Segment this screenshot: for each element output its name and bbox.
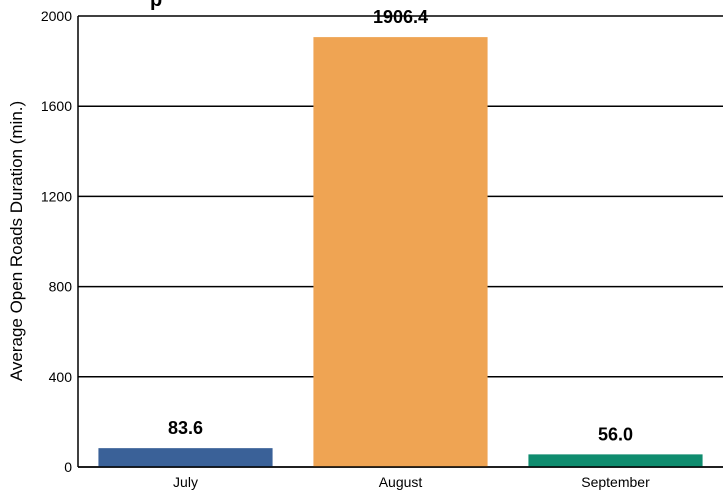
data-label-august: 1906.4 (373, 7, 428, 27)
bars (78, 37, 723, 468)
category-label-august: August (379, 474, 423, 490)
category-label-september: September (581, 474, 650, 490)
y-tick-label-1200: 1200 (41, 188, 72, 204)
category-labels: July August September (173, 474, 650, 490)
bar-july (98, 448, 273, 467)
y-tick-label-0: 0 (64, 459, 72, 475)
data-label-september: 56.0 (598, 424, 633, 444)
y-axis-title: Average Open Roads Duration (min.) (7, 101, 26, 381)
chart-title: p (150, 0, 162, 11)
data-labels: 83.6 1906.4 56.0 (168, 7, 633, 444)
y-tick-labels: 0 400 800 1200 1600 2000 (41, 8, 72, 475)
data-label-july: 83.6 (168, 418, 203, 438)
y-tick-label-400: 400 (49, 369, 73, 385)
y-tick-label-1600: 1600 (41, 98, 72, 114)
y-tick-label-800: 800 (49, 279, 73, 295)
bar-august (313, 37, 488, 467)
bar-september (528, 454, 703, 467)
category-label-july: July (173, 474, 198, 490)
y-tick-label-2000: 2000 (41, 8, 72, 24)
